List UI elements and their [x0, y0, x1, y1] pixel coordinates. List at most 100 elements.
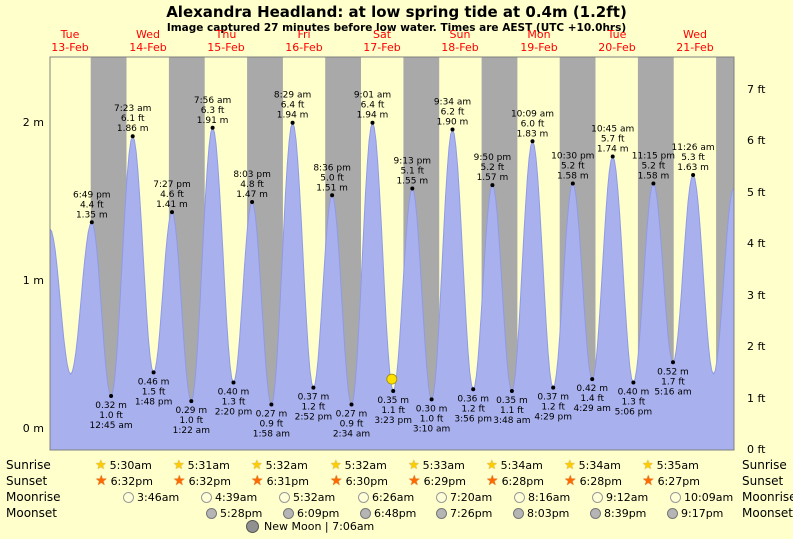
high-tide-annotation: 6:49 pm 4.4 ft 1.35 m: [73, 190, 111, 220]
sunset-entry: ★ 6:32pm: [173, 474, 231, 489]
tide-extreme-dot: [330, 193, 335, 198]
sunset-time: 6:31pm: [266, 475, 309, 488]
tide-extreme-dot: [471, 387, 476, 392]
tide-extreme-dot: [651, 181, 656, 186]
sunrise-row-label: Sunrise: [6, 458, 51, 472]
sunrise-entry: ★ 5:34am: [564, 458, 621, 473]
sunrise-time: 5:31am: [187, 459, 230, 472]
sunrise-entry: ★ 5:35am: [642, 458, 699, 473]
tide-extreme-dot: [250, 200, 255, 204]
moonset-icon: [513, 508, 524, 519]
day-label: Wed 21-Feb: [676, 28, 714, 54]
sunset-time: 6:28pm: [501, 475, 544, 488]
plot-border: [49, 56, 735, 451]
feet-tick-label: 6 ft: [747, 134, 766, 147]
moonset-time: 6:48pm: [374, 507, 417, 520]
meters-tick-label: 2 m: [22, 116, 44, 129]
tide-extreme-dot: [509, 389, 514, 393]
sunset-time: 6:27pm: [657, 475, 700, 488]
feet-tick-label: 4 ft: [747, 237, 766, 250]
high-tide-annotation: 9:01 am 6.4 ft 1.94 m: [354, 91, 391, 121]
moonset-time: 8:39pm: [604, 507, 647, 520]
sunset-entry: ★ 6:30pm: [330, 474, 388, 489]
sunset-icon: ★: [486, 473, 499, 489]
moonrise-icon: [279, 492, 290, 503]
moonset-time: 5:28pm: [220, 507, 263, 520]
moonrise-row-label-right: Moonrise: [742, 490, 793, 504]
moonrise-time: 3:46am: [137, 491, 180, 504]
tide-extreme-dot: [671, 360, 675, 365]
sunset-entry: ★ 6:28pm: [486, 474, 544, 489]
low-tide-annotation: 0.35 m 1.1 ft 3:48 am: [493, 396, 530, 426]
moonrise-time: 6:26am: [372, 491, 415, 504]
meters-tick-label: 0 m: [22, 422, 44, 435]
low-tide-annotation: 0.37 m 1.2 ft 4:29 pm: [534, 393, 572, 423]
sunrise-entry: ★ 5:31am: [173, 458, 230, 473]
high-tide-annotation: 9:50 pm 5.2 ft 1.57 m: [474, 153, 512, 183]
sunrise-entry: ★ 5:33am: [408, 458, 465, 473]
sunrise-icon: ★: [642, 458, 654, 473]
moonrise-entry: 10:09am: [670, 490, 733, 505]
sunset-icon: ★: [173, 473, 186, 489]
sunrise-entry: ★ 5:30am: [95, 458, 152, 473]
moonrise-entry: 9:12am: [592, 490, 648, 505]
high-tide-annotation: 10:45 am 5.7 ft 1.74 m: [591, 125, 634, 155]
sunrise-time: 5:35am: [656, 459, 699, 472]
tide-extreme-dot: [170, 210, 174, 215]
tide-extreme-dot: [290, 120, 295, 125]
sunset-icon: ★: [408, 473, 421, 489]
high-tide-annotation: 11:26 am 5.3 ft 1.63 m: [672, 143, 715, 173]
sunrise-icon: ★: [330, 458, 342, 473]
sunset-time: 6:32pm: [110, 475, 153, 488]
sunrise-time: 5:34am: [500, 459, 543, 472]
moonrise-entry: 3:46am: [123, 490, 179, 505]
moonset-icon: [590, 508, 601, 519]
moonrise-icon: [358, 492, 369, 503]
moonrise-icon: [436, 492, 447, 503]
moonrise-entry: 8:16am: [514, 490, 570, 505]
tide-extreme-dot: [530, 139, 535, 144]
sunrise-row-label-right: Sunrise: [742, 458, 787, 472]
feet-tick-label: 3 ft: [747, 289, 766, 302]
sunset-icon: ★: [251, 473, 264, 489]
moonset-entry: 8:39pm: [590, 506, 646, 521]
moonrise-entry: 7:20am: [436, 490, 492, 505]
low-tide-annotation: 0.35 m 1.1 ft 3:23 pm: [374, 396, 412, 426]
moonset-entry: 7:26pm: [436, 506, 492, 521]
current-time-marker: [386, 373, 398, 385]
tide-extreme-dot: [151, 370, 156, 375]
moon-phase: New Moon | 7:06am: [246, 520, 374, 533]
tide-extreme-dot: [450, 127, 455, 132]
sunrise-icon: ★: [486, 458, 498, 473]
tide-extreme-dot: [610, 154, 615, 159]
moonrise-row-label: Moonrise: [6, 490, 61, 504]
moonset-time: 9:17pm: [681, 507, 724, 520]
moonset-entry: 9:17pm: [667, 506, 723, 521]
sunrise-time: 5:32am: [265, 459, 308, 472]
sunrise-entry: ★ 5:32am: [330, 458, 387, 473]
tide-extreme-dot: [691, 173, 696, 177]
tide-extreme-dot: [109, 394, 114, 398]
chart-subtitle: Image captured 27 minutes before low wat…: [166, 22, 627, 34]
tide-extreme-dot: [590, 377, 595, 382]
high-tide-annotation: 7:56 am 6.3 ft 1.91 m: [194, 96, 231, 126]
high-tide-annotation: 9:13 pm 5.1 ft 1.55 m: [394, 157, 432, 187]
moonrise-entry: 4:39am: [201, 490, 257, 505]
sunset-entry: ★ 6:31pm: [251, 474, 309, 489]
sunset-icon: ★: [95, 473, 108, 489]
moonrise-time: 9:12am: [606, 491, 649, 504]
moonrise-time: 7:20am: [450, 491, 493, 504]
high-tide-annotation: 7:23 am 6.1 ft 1.86 m: [114, 104, 151, 134]
moonset-icon: [360, 508, 371, 519]
high-tide-annotation: 10:30 pm 5.2 ft 1.58 m: [551, 152, 594, 182]
moonrise-time: 10:09am: [684, 491, 734, 504]
moonset-entry: 5:28pm: [206, 506, 262, 521]
moonset-entry: 8:03pm: [513, 506, 569, 521]
moonset-icon: [283, 508, 294, 519]
moonrise-icon: [123, 492, 134, 503]
feet-tick-label: 0 ft: [747, 443, 766, 456]
moonset-row-label-right: Moonset: [742, 506, 793, 520]
sunrise-icon: ★: [95, 458, 107, 473]
day-label: Wed 14-Feb: [129, 28, 167, 54]
